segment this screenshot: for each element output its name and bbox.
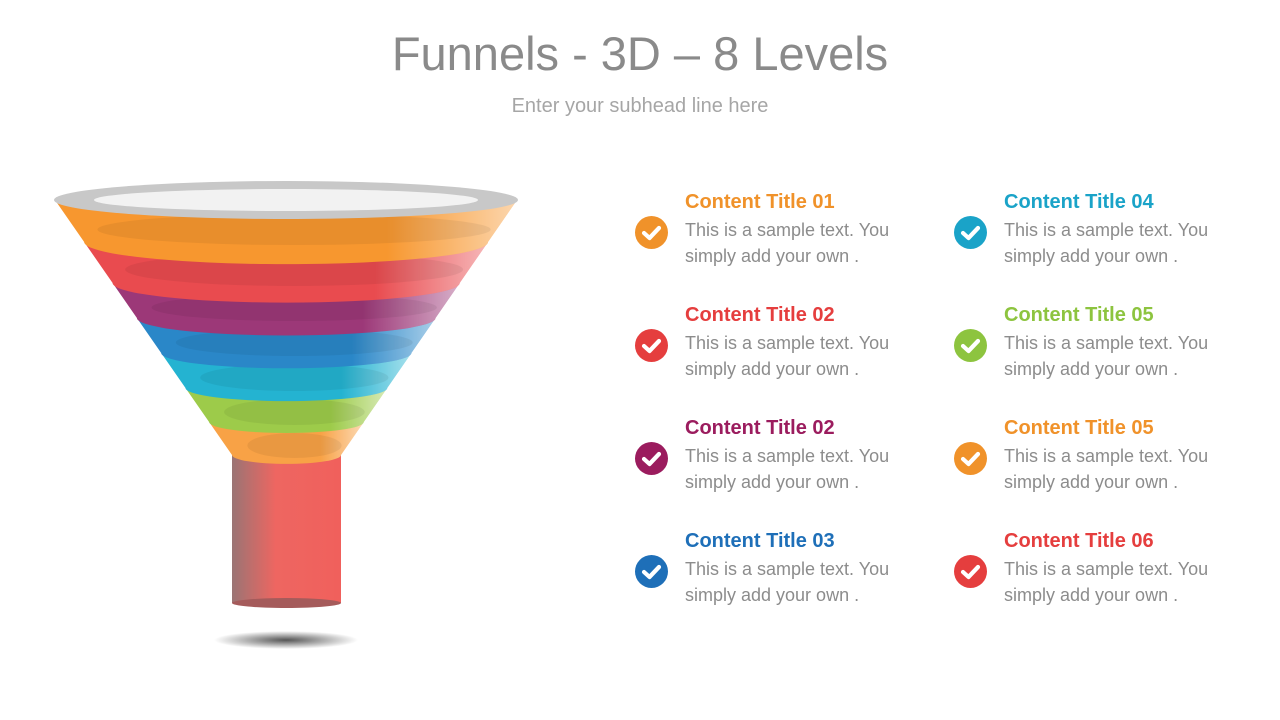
funnel-graphic — [54, 181, 518, 649]
funnel-level-inner-shade — [97, 214, 491, 245]
content-text: This is a sample text. You simply add yo… — [685, 559, 890, 605]
funnel-shadow — [214, 631, 358, 649]
content-text: This is a sample text. You simply add yo… — [685, 446, 890, 492]
check-circle-icon — [635, 555, 668, 588]
check-circle-icon — [954, 442, 987, 475]
page-subtitle: Enter your subhead line here — [511, 95, 769, 117]
content-title: Content Title 04 — [1004, 191, 1154, 213]
check-circle-icon — [954, 329, 987, 362]
content-text: This is a sample text. You simply add yo… — [685, 220, 890, 266]
check-circle-icon — [635, 329, 668, 362]
check-circle-icon — [954, 216, 987, 249]
content-text: This is a sample text. You simply add yo… — [685, 333, 890, 379]
content-text: This is a sample text. You simply add yo… — [1004, 559, 1209, 605]
content-title: Content Title 02 — [685, 417, 835, 439]
funnel-level-inner-shade — [200, 364, 389, 391]
check-circle-icon — [635, 442, 668, 475]
funnel-stem — [232, 455, 341, 603]
content-text: This is a sample text. You simply add yo… — [1004, 446, 1209, 492]
funnel-level-highlight — [57, 203, 515, 265]
content-text: This is a sample text. You simply add yo… — [1004, 220, 1209, 266]
content-title: Content Title 03 — [685, 530, 835, 552]
check-circle-icon — [954, 555, 987, 588]
funnel-level-inner-shade — [175, 329, 413, 356]
funnel-level-inner-shade — [224, 399, 365, 425]
funnel-level-highlight — [209, 422, 364, 464]
check-circle-icon — [635, 216, 668, 249]
content-text: This is a sample text. You simply add yo… — [1004, 333, 1209, 379]
content-title: Content Title 05 — [1004, 304, 1154, 326]
funnel-stem-bottom — [232, 598, 341, 608]
content-title: Content Title 05 — [1004, 417, 1154, 439]
funnel-level-inner-shade — [247, 433, 342, 458]
content-title: Content Title 06 — [1004, 530, 1154, 552]
funnel-opening — [94, 189, 478, 211]
content-title: Content Title 01 — [685, 191, 835, 213]
page-title: Funnels - 3D – 8 Levels — [391, 27, 889, 80]
content-title: Content Title 02 — [685, 304, 835, 326]
